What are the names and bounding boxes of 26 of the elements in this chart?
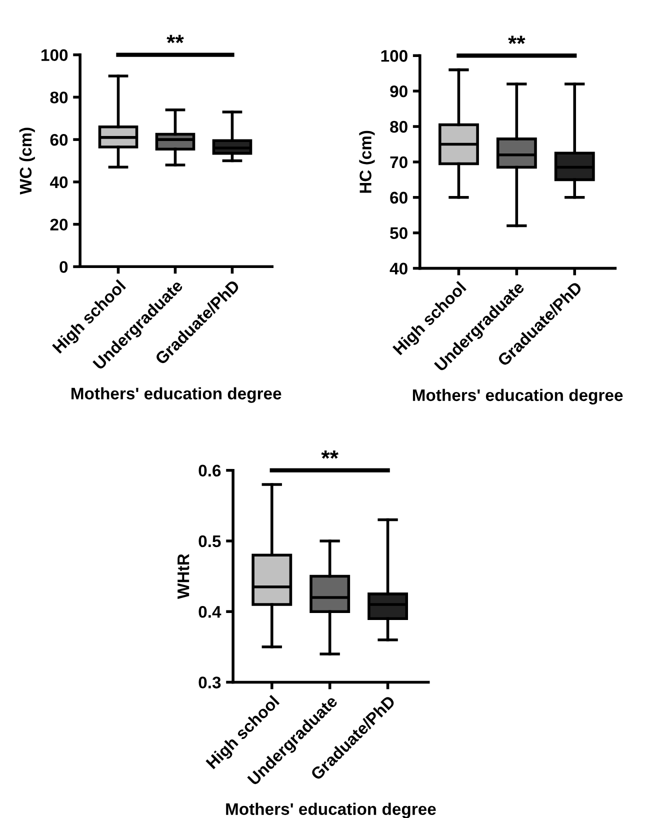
y-tick-label: 40 <box>50 176 68 188</box>
y-tick-label: 20 <box>50 218 68 230</box>
y-axis-title: HC (cm) <box>359 130 375 193</box>
y-tick-label: 70 <box>390 156 408 168</box>
y-tick-label: 60 <box>50 134 68 146</box>
y-tick-label: 60 <box>390 192 408 204</box>
y-tick-label: 90 <box>390 85 408 98</box>
y-axis-title: WC (cm) <box>19 128 35 195</box>
y-tick-label: 0.5 <box>198 535 221 548</box>
text: ** <box>508 36 526 44</box>
y-tick-label: 80 <box>50 92 68 104</box>
x-axis-title: Mothers' education degree <box>412 388 623 404</box>
text: ** <box>321 450 338 459</box>
text: ** <box>166 34 184 44</box>
y-tick-label: 0.3 <box>198 676 221 688</box>
y-tick-label: 80 <box>390 120 408 133</box>
y-tick-label: 0.6 <box>198 464 221 477</box>
y-tick-label: 40 <box>390 262 408 275</box>
x-axis-title: Mothers' education degree <box>72 387 282 403</box>
y-tick-label: 0 <box>60 261 68 273</box>
y-tick-label: 0.4 <box>198 606 222 618</box>
y-tick-label: 100 <box>42 49 68 62</box>
y-tick-label: 50 <box>390 227 408 240</box>
y-axis-title: WHtR <box>178 554 190 599</box>
y-tick-label: 100 <box>381 50 408 62</box>
x-axis-title: Mothers' education degree <box>226 802 436 818</box>
